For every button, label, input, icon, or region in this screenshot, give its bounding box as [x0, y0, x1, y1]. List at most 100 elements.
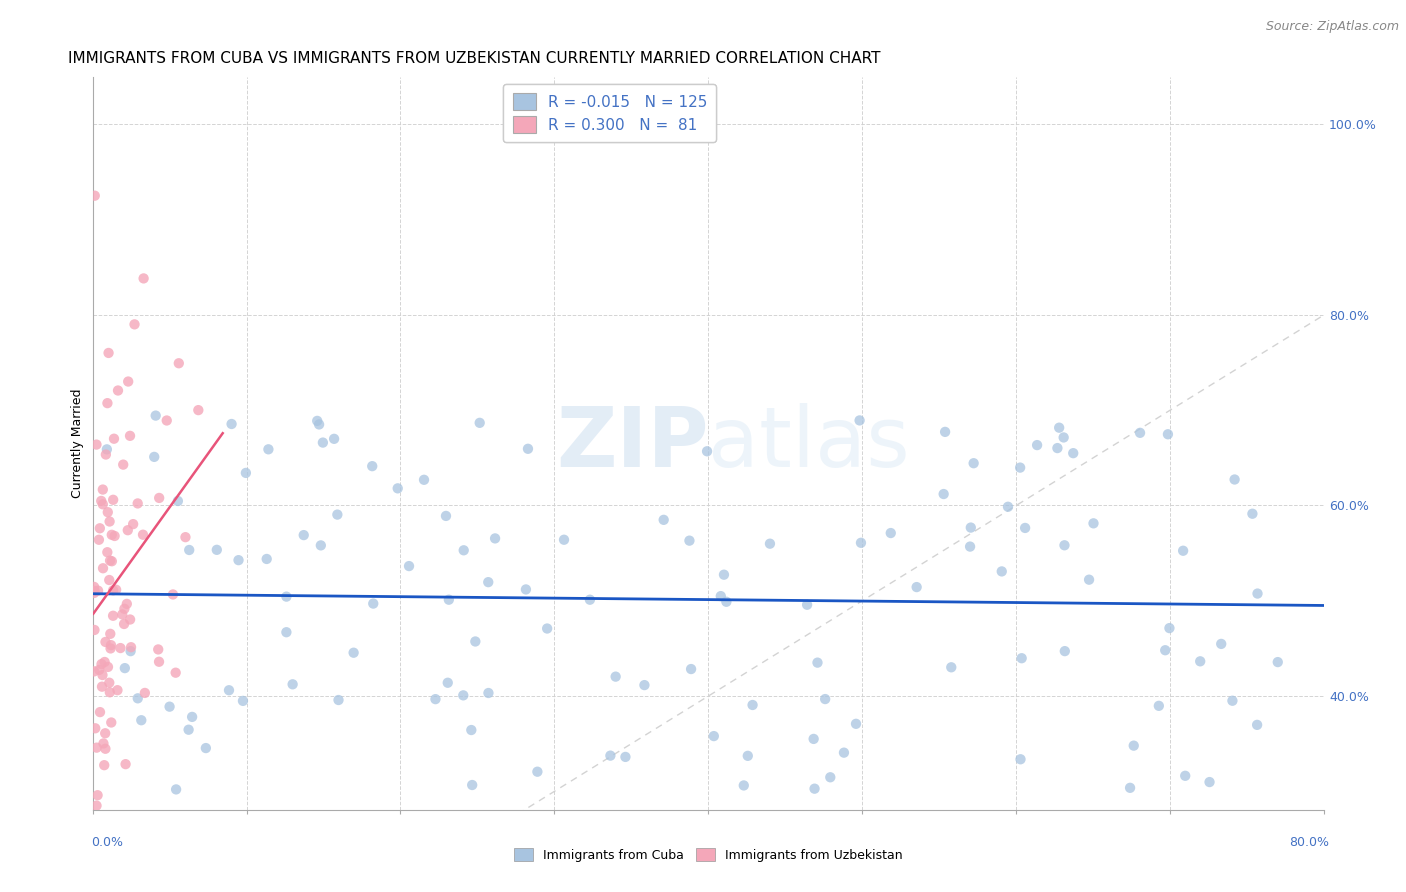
- Point: [90, 657, 112, 671]
- Point: [1267, 655, 1289, 669]
- Point: [1010, 752, 1032, 766]
- Point: [177, 723, 200, 737]
- Text: ZIP: ZIP: [555, 403, 709, 484]
- Point: [86, 437, 108, 451]
- Point: [633, 678, 655, 692]
- Point: [159, 699, 181, 714]
- Point: [281, 677, 304, 691]
- Point: [117, 375, 139, 389]
- Point: [132, 271, 155, 285]
- Point: [156, 413, 179, 427]
- Point: [148, 642, 170, 657]
- Point: [517, 442, 540, 456]
- Point: [91, 561, 114, 575]
- Point: [100, 715, 122, 730]
- Point: [678, 533, 700, 548]
- Point: [122, 517, 145, 532]
- Point: [905, 580, 928, 594]
- Point: [1147, 698, 1170, 713]
- Point: [120, 644, 142, 658]
- Point: [232, 694, 254, 708]
- Point: [115, 597, 138, 611]
- Point: [1083, 516, 1105, 531]
- Point: [323, 432, 346, 446]
- Point: [1053, 430, 1076, 444]
- Point: [145, 409, 167, 423]
- Point: [90, 494, 112, 508]
- Point: [194, 741, 217, 756]
- Point: [96, 545, 118, 559]
- Point: [98, 675, 121, 690]
- Point: [83, 586, 105, 600]
- Point: [179, 543, 201, 558]
- Point: [832, 746, 855, 760]
- Point: [468, 416, 491, 430]
- Point: [361, 597, 384, 611]
- Point: [328, 693, 350, 707]
- Point: [652, 513, 675, 527]
- Point: [1119, 780, 1142, 795]
- Text: 0.0%: 0.0%: [91, 837, 124, 849]
- Point: [605, 670, 627, 684]
- Point: [292, 528, 315, 542]
- Point: [218, 683, 240, 698]
- Point: [101, 608, 124, 623]
- Point: [1198, 775, 1220, 789]
- Point: [713, 567, 735, 582]
- Point: [143, 450, 166, 464]
- Point: [98, 553, 121, 567]
- Point: [1157, 427, 1180, 442]
- Point: [167, 356, 190, 370]
- Point: [165, 782, 187, 797]
- Point: [83, 623, 105, 637]
- Text: IMMIGRANTS FROM CUBA VS IMMIGRANTS FROM UZBEKISTAN CURRENTLY MARRIED CORRELATION: IMMIGRANTS FROM CUBA VS IMMIGRANTS FROM …: [67, 51, 880, 66]
- Point: [110, 641, 132, 656]
- Point: [614, 750, 637, 764]
- Point: [803, 781, 825, 796]
- Point: [124, 318, 146, 332]
- Point: [129, 713, 152, 727]
- Point: [1189, 654, 1212, 668]
- Point: [112, 458, 135, 472]
- Point: [205, 542, 228, 557]
- Point: [235, 466, 257, 480]
- Point: [94, 741, 117, 756]
- Point: [91, 668, 114, 682]
- Point: [990, 565, 1012, 579]
- Point: [100, 641, 122, 656]
- Point: [120, 640, 142, 655]
- Point: [96, 442, 118, 457]
- Point: [1246, 586, 1268, 600]
- Point: [94, 726, 117, 740]
- Point: [84, 721, 107, 735]
- Point: [464, 634, 486, 648]
- Point: [96, 396, 118, 410]
- Point: [98, 515, 121, 529]
- Point: [1078, 573, 1101, 587]
- Point: [127, 496, 149, 510]
- Point: [86, 788, 108, 802]
- Point: [83, 583, 105, 598]
- Point: [118, 429, 141, 443]
- Point: [309, 538, 332, 552]
- Point: [477, 575, 499, 590]
- Point: [806, 656, 828, 670]
- Point: [98, 573, 121, 587]
- Point: [461, 778, 484, 792]
- Point: [1026, 438, 1049, 452]
- Point: [89, 521, 111, 535]
- Point: [579, 592, 602, 607]
- Point: [1011, 651, 1033, 665]
- Point: [1053, 644, 1076, 658]
- Point: [162, 587, 184, 601]
- Point: [276, 590, 298, 604]
- Point: [959, 540, 981, 554]
- Point: [1174, 769, 1197, 783]
- Point: [437, 592, 460, 607]
- Point: [107, 384, 129, 398]
- Point: [696, 444, 718, 458]
- Point: [91, 483, 114, 497]
- Point: [681, 662, 703, 676]
- Point: [1222, 694, 1244, 708]
- Point: [94, 635, 117, 649]
